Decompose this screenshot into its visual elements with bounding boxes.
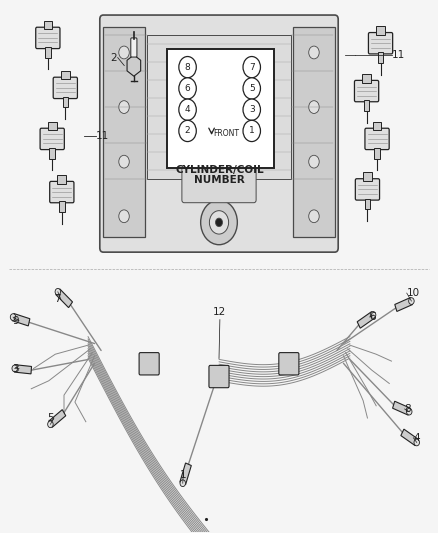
Text: 6: 6 [185, 84, 191, 93]
Text: 4: 4 [413, 433, 420, 443]
Circle shape [414, 439, 420, 446]
Circle shape [179, 99, 196, 120]
FancyBboxPatch shape [368, 33, 392, 54]
Text: 1: 1 [180, 470, 187, 480]
Bar [374, 148, 380, 158]
Bar [45, 47, 51, 58]
Circle shape [180, 480, 186, 487]
Circle shape [309, 101, 319, 114]
Circle shape [215, 218, 223, 227]
Circle shape [209, 211, 229, 234]
Text: FRONT: FRONT [213, 128, 239, 138]
Circle shape [119, 101, 129, 114]
FancyBboxPatch shape [131, 38, 137, 57]
Bar [376, 26, 385, 35]
Circle shape [179, 120, 196, 142]
Bar [59, 201, 64, 212]
FancyBboxPatch shape [100, 15, 338, 252]
Bar [166, 49, 274, 168]
Bar [364, 100, 369, 111]
FancyBboxPatch shape [40, 128, 64, 150]
Circle shape [406, 408, 412, 415]
Circle shape [243, 56, 261, 78]
FancyBboxPatch shape [36, 27, 60, 49]
Bar [49, 148, 55, 158]
FancyBboxPatch shape [365, 128, 389, 150]
Text: 4: 4 [185, 105, 191, 114]
Text: 3: 3 [249, 105, 254, 114]
Circle shape [179, 56, 196, 78]
Polygon shape [395, 297, 413, 311]
Bar [103, 27, 145, 237]
FancyBboxPatch shape [354, 80, 379, 102]
FancyBboxPatch shape [139, 353, 159, 375]
Text: 8: 8 [185, 63, 191, 71]
Polygon shape [357, 312, 374, 328]
Text: 5: 5 [249, 84, 254, 93]
Bar [57, 175, 66, 183]
Text: 6: 6 [370, 312, 376, 322]
Text: 7: 7 [54, 294, 61, 304]
Polygon shape [127, 55, 141, 76]
Bar [43, 21, 52, 29]
Circle shape [309, 46, 319, 59]
Bar [362, 74, 371, 83]
Circle shape [409, 298, 414, 304]
Text: 1: 1 [249, 126, 254, 135]
Bar [61, 71, 70, 79]
Text: 2: 2 [185, 126, 191, 135]
Circle shape [55, 288, 60, 295]
Circle shape [309, 210, 319, 223]
Bar [378, 52, 383, 63]
Bar [363, 172, 372, 181]
Bar [365, 198, 370, 209]
Circle shape [119, 155, 129, 168]
Text: 5: 5 [47, 413, 54, 423]
Circle shape [243, 99, 261, 120]
Text: 11: 11 [96, 131, 109, 141]
Text: 12: 12 [213, 307, 226, 317]
Text: 9: 9 [12, 316, 19, 326]
Circle shape [243, 120, 261, 142]
Polygon shape [180, 463, 191, 484]
Bar [373, 122, 381, 131]
FancyBboxPatch shape [355, 179, 380, 200]
Bar [147, 35, 291, 179]
Circle shape [179, 78, 196, 99]
Text: 11: 11 [392, 50, 405, 60]
Polygon shape [392, 401, 410, 415]
Circle shape [11, 314, 16, 320]
Polygon shape [401, 429, 418, 446]
FancyBboxPatch shape [49, 181, 74, 203]
Bar [293, 27, 335, 237]
Text: 8: 8 [405, 404, 411, 414]
Text: CYLINDER/COIL: CYLINDER/COIL [176, 165, 264, 175]
Polygon shape [14, 365, 32, 374]
FancyBboxPatch shape [279, 353, 299, 375]
Bar [48, 122, 57, 131]
Circle shape [243, 78, 261, 99]
FancyBboxPatch shape [182, 123, 256, 203]
Circle shape [119, 210, 129, 223]
Polygon shape [12, 313, 30, 326]
Text: 10: 10 [407, 288, 420, 298]
Polygon shape [49, 410, 66, 427]
Circle shape [201, 200, 237, 245]
Circle shape [119, 46, 129, 59]
Text: 2: 2 [110, 53, 117, 62]
FancyBboxPatch shape [209, 366, 229, 387]
Text: NUMBER: NUMBER [194, 175, 245, 185]
Bar [63, 97, 68, 108]
Circle shape [48, 421, 53, 427]
Circle shape [12, 365, 18, 372]
Text: 3: 3 [12, 364, 19, 374]
Circle shape [371, 311, 376, 318]
Text: 7: 7 [249, 63, 254, 71]
FancyBboxPatch shape [53, 77, 78, 99]
Polygon shape [56, 289, 73, 308]
Circle shape [309, 155, 319, 168]
